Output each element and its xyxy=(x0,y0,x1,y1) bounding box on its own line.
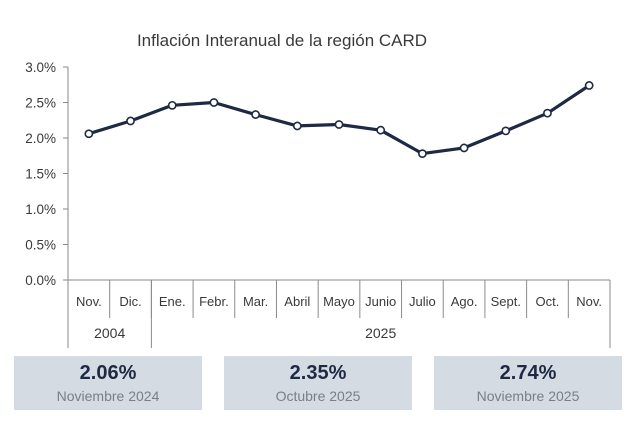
x-category-label: Febr. xyxy=(199,294,229,309)
data-point xyxy=(251,110,261,119)
x-category-label: Abril xyxy=(284,294,310,309)
summary-card-nov-2025: 2.74% Noviembre 2025 xyxy=(434,356,622,410)
x-category-label: Mayo xyxy=(323,294,355,309)
summary-card-oct-2025: 2.35% Octubre 2025 xyxy=(224,356,412,410)
data-point xyxy=(167,100,177,110)
card-label: Octubre 2025 xyxy=(275,388,361,404)
data-point xyxy=(334,120,344,129)
data-point xyxy=(84,129,94,139)
card-value: 2.06% xyxy=(79,362,137,384)
y-tick-label: 1.5% xyxy=(25,167,56,182)
x-category-label: Sept. xyxy=(491,294,521,309)
data-point xyxy=(209,98,219,107)
x-category-label: Julio xyxy=(409,294,436,309)
y-tick-label: 2.0% xyxy=(25,131,56,146)
card-label: Noviembre 2024 xyxy=(56,388,160,404)
x-category-label: Ene. xyxy=(159,294,186,309)
x-group-label: 2004 xyxy=(94,325,125,341)
y-tick-label: 2.5% xyxy=(25,96,56,111)
chart-title: Inflación Interanual de la región CARD xyxy=(137,31,427,50)
card-value: 2.74% xyxy=(499,362,557,384)
card-label: Noviembre 2025 xyxy=(476,388,580,404)
data-point xyxy=(459,143,469,153)
y-tick-label: 3.0% xyxy=(25,60,56,75)
x-category-label: Oct. xyxy=(536,294,560,309)
data-point xyxy=(584,81,594,90)
data-point xyxy=(126,116,135,126)
x-category-label: Nov. xyxy=(576,294,602,309)
x-category-label: Ago. xyxy=(451,294,478,309)
y-tick-label: 0.5% xyxy=(25,238,56,253)
x-category-label: Dic. xyxy=(119,294,141,309)
x-category-label: Junio xyxy=(365,294,396,309)
x-group-label: 2025 xyxy=(365,325,396,341)
y-tick-label: 1.0% xyxy=(25,202,56,217)
x-category-label: Nov. xyxy=(76,294,102,309)
data-point xyxy=(417,149,427,159)
series-line xyxy=(88,84,591,156)
data-point xyxy=(292,121,302,131)
inflation-chart: Inflación Interanual de la región CARD 0… xyxy=(25,31,611,348)
x-category-label: Mar. xyxy=(243,294,268,309)
data-point xyxy=(543,108,552,118)
card-value: 2.35% xyxy=(289,362,347,384)
data-point xyxy=(376,125,386,135)
summary-card-nov-2024: 2.06% Noviembre 2024 xyxy=(14,356,202,410)
data-point xyxy=(501,126,511,136)
y-tick-label: 0.0% xyxy=(25,273,56,288)
